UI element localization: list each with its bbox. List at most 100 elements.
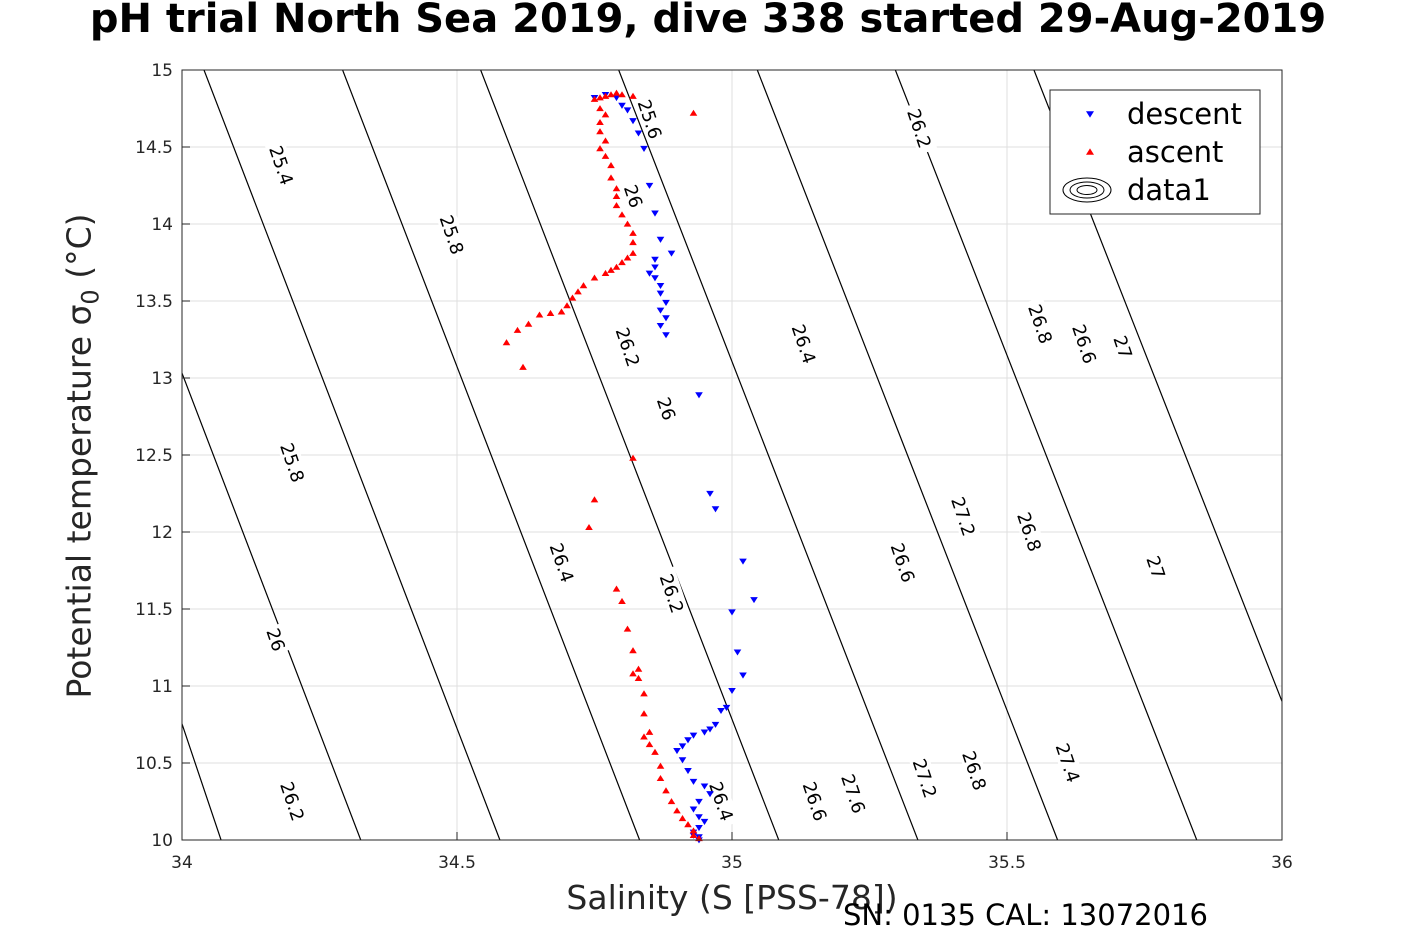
grid-lines: [182, 70, 1282, 840]
x-tick-label: 34.5: [438, 853, 476, 873]
ascent-marker: [623, 625, 632, 632]
ascent-marker: [568, 294, 577, 301]
legend-contour-icon: [1062, 177, 1112, 203]
descent-marker: [651, 275, 659, 282]
ascent-marker: [502, 339, 511, 346]
ascent-marker: [579, 282, 588, 289]
descent-marker: [662, 315, 670, 322]
ascent-marker: [596, 145, 604, 152]
ascent-marker: [513, 326, 522, 333]
ascent-marker: [629, 647, 637, 654]
x-tick-label: 34: [171, 853, 193, 873]
contour-label-bg: [1142, 550, 1171, 584]
y-tick-label: 10: [151, 831, 173, 851]
descent-marker: [651, 256, 659, 263]
y-tick-label: 11: [151, 677, 173, 697]
x-tick-label: 35.5: [988, 853, 1026, 873]
descent-marker: [722, 704, 731, 711]
descent-marker: [700, 729, 709, 736]
descent-marker: [700, 783, 709, 790]
ascent-marker: [585, 523, 593, 531]
contour-label-bg: [620, 179, 648, 213]
ascent-marker: [689, 827, 698, 834]
legend-descent-marker: [1086, 111, 1094, 118]
descent-marker: [612, 95, 621, 102]
ascent-marker: [596, 118, 604, 126]
y-tick-label: 11.5: [135, 600, 173, 620]
ascent-marker: [662, 787, 670, 794]
ascent-marker: [629, 670, 637, 677]
ascent-marker: [629, 239, 637, 246]
x-tick-label: 35: [721, 853, 743, 873]
descent-marker: [656, 307, 665, 314]
ascent-marker: [629, 454, 637, 461]
descent-marker: [706, 490, 714, 497]
ascent-marker: [612, 585, 621, 592]
ascent-marker: [563, 302, 571, 309]
y-tick-label: 13: [151, 369, 173, 389]
descent-marker: [739, 672, 747, 679]
ascent-marker: [601, 111, 610, 118]
contour-label-bg: [786, 316, 822, 371]
ascent-marker: [590, 274, 599, 281]
ascent-marker: [634, 665, 643, 672]
density-contour-line: [756, 70, 1059, 840]
legend-ascent-label: ascent: [1127, 135, 1223, 169]
descent-marker: [689, 778, 698, 785]
ascent-marker: [640, 710, 648, 717]
ascent-marker: [645, 741, 654, 748]
contour-label-bg: [632, 92, 668, 146]
contour-label-bg: [957, 743, 993, 798]
y-tick-label: 13.5: [135, 292, 173, 312]
contour-label-bg: [275, 774, 311, 829]
descent-marker: [695, 392, 703, 399]
descent-marker: [634, 130, 643, 137]
ascent-marker: [601, 152, 610, 159]
x-axis-label: Salinity (S [PSS-78]): [566, 878, 898, 917]
chart-title: pH trial North Sea 2019, dive 338 starte…: [89, 0, 1327, 42]
contour-label-bg: [885, 535, 921, 590]
ascent-marker: [640, 690, 648, 697]
axis-ticks: 34 34.5 35 35.5 36 10 10.5 11 11.5 12 12.5 13 13.5 14…: [135, 61, 1293, 873]
descent-marker: [640, 145, 648, 152]
density-contour-line: [894, 70, 1198, 840]
y-tick-label: 14: [151, 215, 173, 235]
contour-label-bg: [610, 319, 646, 374]
ascent-marker: [535, 311, 544, 318]
contour-label-bg: [907, 751, 943, 805]
chart-legend: descent ascent data1: [1049, 89, 1261, 215]
descent-marker: [706, 791, 714, 798]
ascent-marker: [574, 288, 582, 295]
density-contour-line: [480, 70, 780, 840]
contour-label-bg: [1067, 316, 1103, 371]
ascent-marker: [640, 733, 648, 740]
legend-contour-icon: [1069, 181, 1105, 199]
density-contours: [182, 70, 1282, 840]
descent-marker: [678, 757, 687, 764]
contour-label-bg: [902, 101, 938, 156]
descent-marker: [618, 102, 626, 109]
contour-label-bg: [836, 766, 872, 821]
ascent-marker: [634, 674, 643, 681]
ascent-marker: [596, 94, 604, 101]
ascent-marker: [623, 220, 632, 227]
contour-label-bg: [434, 207, 470, 262]
ascent-marker: [596, 105, 604, 112]
descent-marker: [667, 250, 676, 257]
descent-marker: [656, 282, 665, 290]
descent-marker: [678, 743, 687, 750]
x-tick-label: 36: [1271, 853, 1293, 873]
ascent-marker: [607, 91, 615, 98]
density-contour-line: [203, 70, 501, 840]
ascent-marker: [689, 831, 698, 839]
descent-marker: [629, 118, 637, 125]
contour-label-bg: [1050, 735, 1086, 790]
descent-marker: [711, 506, 720, 513]
ascent-marker: [629, 229, 637, 236]
descent-marker: [645, 182, 654, 189]
descent-marker: [700, 818, 709, 825]
ascent-marker: [645, 728, 654, 735]
descent-marker: [623, 107, 632, 114]
descent-marker: [695, 825, 703, 832]
